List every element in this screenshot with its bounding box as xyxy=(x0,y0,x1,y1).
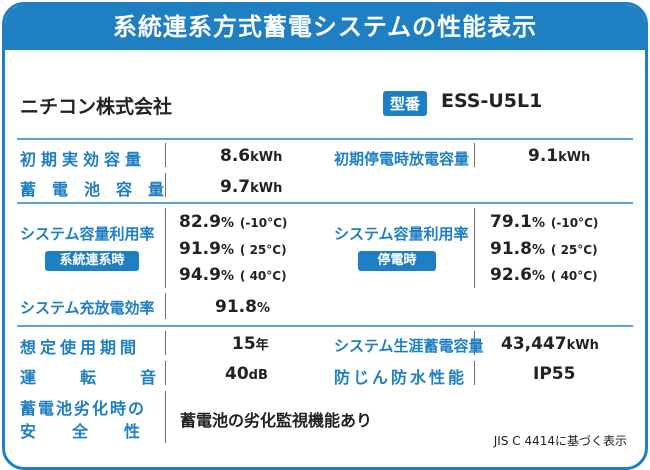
initial-capacity-label: 初期実効容量 xyxy=(20,150,147,169)
title-bar: 系統連系方式蓄電システムの性能表示 xyxy=(5,5,645,50)
model-number: ESS-U5L1 xyxy=(441,90,543,112)
lifetime-storage-value: 43,447kWh xyxy=(501,334,599,354)
divider xyxy=(165,293,166,319)
footnote: JIS C 4414に基づく表示 xyxy=(493,434,627,448)
safety-value: 蓄電池の劣化監視機能あり xyxy=(180,411,373,430)
utilization-grid-value-1: 91.9% ( 25°C) xyxy=(179,239,287,259)
waterproof-value: IP55 xyxy=(533,364,576,384)
utilization-outage-label: システム容量利用率 xyxy=(334,225,469,243)
noise-value: 40dB xyxy=(225,364,268,384)
divider xyxy=(165,173,166,197)
lifetime-label: 想定使用期間 xyxy=(20,338,141,357)
lifetime-storage-label: システム生涯蓄電容量 xyxy=(334,337,484,355)
divider xyxy=(165,331,166,355)
divider xyxy=(17,325,633,327)
divider xyxy=(474,361,475,385)
maker-name: ニチコン株式会社 xyxy=(20,96,173,118)
utilization-outage-value-2: 92.6% ( 40°C) xyxy=(490,265,598,285)
safety-label-line2: 安全性 xyxy=(20,422,177,441)
lifetime-value: 15年 xyxy=(232,334,269,354)
waterproof-label: 防じん防水性能 xyxy=(334,368,468,387)
divider xyxy=(165,208,166,288)
divider xyxy=(165,391,166,443)
utilization-outage-value-0: 79.1% (-10°C) xyxy=(490,212,599,232)
utilization-outage-value-1: 91.8% ( 25°C) xyxy=(490,239,598,259)
outage-capacity-label: 初期停電時放電容量 xyxy=(334,150,470,168)
charge-efficiency-value: 91.8% xyxy=(215,297,270,317)
divider xyxy=(17,138,633,140)
battery-capacity-label: 蓄電池容量 xyxy=(20,180,181,199)
charge-efficiency-label: システム充放電効率 xyxy=(20,299,155,317)
divider xyxy=(474,143,475,167)
safety-label-line1: 蓄電池劣化時の xyxy=(20,399,147,418)
noise-label: 運転音 xyxy=(20,368,201,387)
outage-capacity-value: 9.1kWh xyxy=(528,146,591,166)
outage-badge: 停電時 xyxy=(358,251,436,271)
model-badge: 型番 xyxy=(383,91,428,116)
divider xyxy=(165,143,166,167)
battery-capacity-value: 9.7kWh xyxy=(220,177,283,197)
utilization-grid-value-2: 94.9% ( 40°C) xyxy=(179,265,287,285)
divider xyxy=(474,208,475,288)
grid-tied-badge: 系統連系時 xyxy=(45,251,139,271)
utilization-grid-value-0: 82.9% (-10°C) xyxy=(179,212,288,232)
initial-capacity-value: 8.6kWh xyxy=(220,146,283,166)
utilization-grid-label: システム容量利用率 xyxy=(20,225,155,243)
divider xyxy=(17,202,633,204)
divider xyxy=(474,331,475,355)
divider xyxy=(165,361,166,385)
